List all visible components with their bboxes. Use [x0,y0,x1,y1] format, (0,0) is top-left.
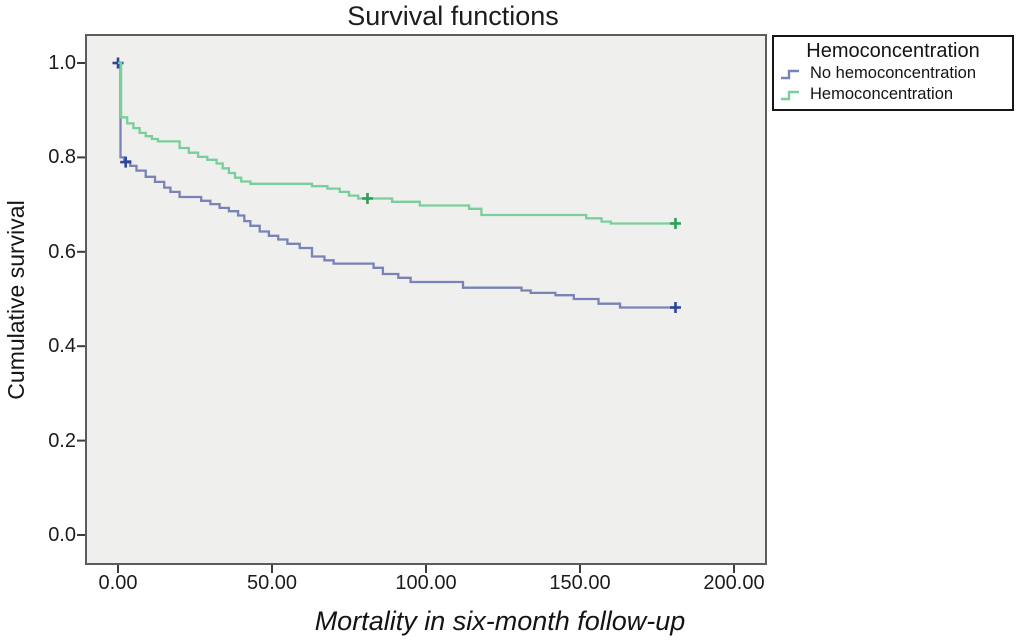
survival-curve-hemoconcentration [118,61,676,225]
censor-mark-hemoconcentration [669,217,681,229]
x-tick-label: 100.00 [395,572,457,594]
legend-item-label: Hemoconcentration [810,85,954,103]
y-tick-label: 0.6 [48,240,76,263]
x-axis-label: Mortality in six-month follow-up [314,606,686,636]
y-tick-label: 0.4 [48,335,76,358]
plot-area [77,34,767,573]
censor-mark-no-hemoconcentration [669,301,681,313]
y-axis-label: Cumulative survival [3,200,29,400]
x-tick-label: 0.00 [98,572,138,594]
y-tick-label: 0.0 [48,524,76,546]
legend-box: Hemoconcentration No hemoconcentration He… [772,35,1014,111]
legend-item-label: No hemoconcentration [810,64,977,82]
legend-item-hemoconcentration: Hemoconcentration [778,84,1008,105]
survival-curves-canvas [77,57,735,573]
legend-item-no-hemoconcentration: No hemoconcentration [778,63,1008,84]
censor-mark-no-hemoconcentration [120,156,132,168]
legend-step-line-icon [781,90,799,100]
x-tick-label: 50.00 [246,572,298,594]
y-tick-label: 0.8 [48,146,76,169]
censor-mark-hemoconcentration [361,192,373,204]
x-tick-label: 150.00 [549,572,611,594]
survival-curve-no-hemoconcentration [118,61,676,309]
legend-entries: No hemoconcentration Hemoconcentration [778,63,1008,105]
legend-step-line-icon [781,69,799,79]
chart-title: Survival functions [347,1,559,31]
legend-title: Hemoconcentration [806,40,980,62]
x-tick-label: 200.00 [703,572,765,594]
y-tick-label: 1.0 [48,52,76,74]
y-tick-label: 0.2 [48,429,76,452]
